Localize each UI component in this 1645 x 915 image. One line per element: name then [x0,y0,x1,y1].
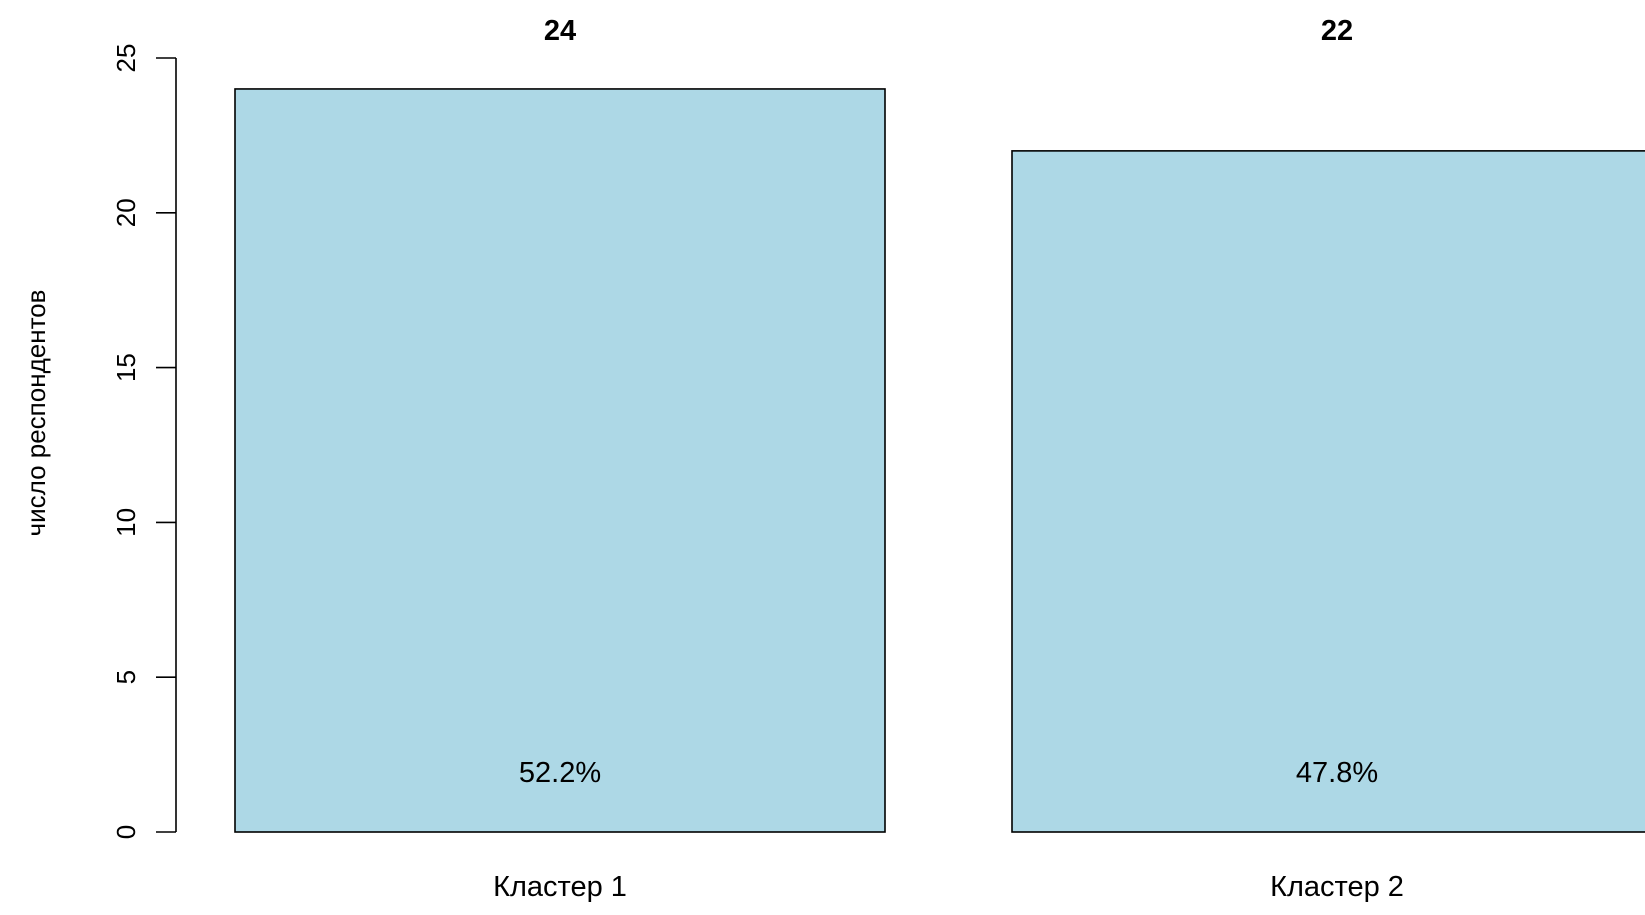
y-axis-title: число респондентов [21,290,51,537]
category-label: Кластер 2 [1270,871,1404,903]
bar [1011,150,1645,833]
y-axis: 0 5 10 15 20 25 [111,44,177,839]
y-tick-label: 15 [111,353,141,382]
y-tick-label: 20 [111,198,141,227]
bars-group: 24 52.2% Кластер 1 22 47.8% Кластер 2 [234,15,1645,903]
y-tick-label: 5 [111,670,141,684]
bar [234,88,886,833]
y-tick-label: 25 [111,44,141,73]
y-tick-label: 0 [111,825,141,839]
category-label: Кластер 1 [493,871,627,903]
bar-percent-label: 52.2% [519,757,601,789]
y-tick-label: 10 [111,508,141,537]
bar-count-label: 24 [544,15,576,47]
bar-count-label: 22 [1321,15,1353,47]
bar-percent-label: 47.8% [1296,757,1378,789]
